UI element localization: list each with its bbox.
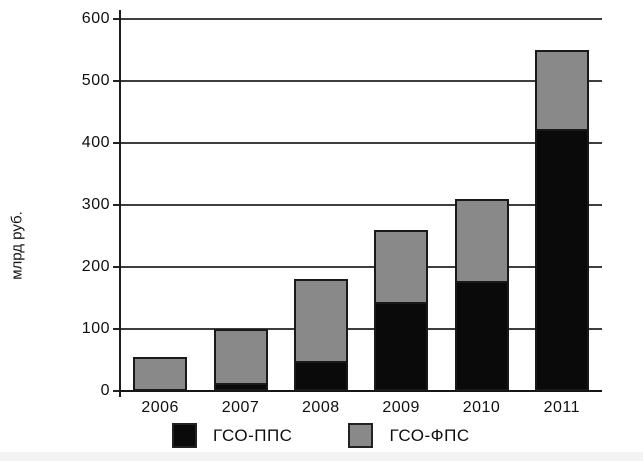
y-tick-label-300: 300 xyxy=(81,196,110,213)
bar-segment-2009-ГСО-ППС xyxy=(374,304,429,391)
gridline-600 xyxy=(120,18,602,20)
bar-segment-2009-ГСО-ФПС xyxy=(374,229,429,305)
y-tick-label-400: 400 xyxy=(81,134,110,151)
y-tick-mark-200 xyxy=(113,266,121,268)
bar-2006 xyxy=(133,356,188,391)
bar-segment-2011-ГСО-ФПС xyxy=(534,50,589,131)
legend-label-pps: ГСО-ППС xyxy=(213,425,293,445)
x-tick-label-2011: 2011 xyxy=(543,399,581,416)
y-tick-label-600: 600 xyxy=(81,10,110,27)
bar-segment-2011-ГСО-ППС xyxy=(534,130,589,391)
bar-2011 xyxy=(534,50,589,391)
x-tick-label-2009: 2009 xyxy=(382,399,420,416)
y-axis-title: млрд руб. xyxy=(8,211,26,280)
y-tick-mark-600 xyxy=(113,18,121,20)
y-tick-mark-500 xyxy=(113,80,121,82)
legend-item-fps: ГСО-ФПС xyxy=(348,423,469,448)
bar-segment-2007-ГСО-ФПС xyxy=(213,329,268,385)
x-axis-line xyxy=(119,390,602,392)
bar-2008 xyxy=(293,279,348,391)
bar-segment-2008-ГСО-ФПС xyxy=(293,279,348,364)
bar-2007 xyxy=(213,329,268,391)
legend-label-fps: ГСО-ФПС xyxy=(389,425,470,445)
legend: ГСО-ППС ГСО-ФПС xyxy=(172,423,470,448)
y-tick-label-500: 500 xyxy=(81,72,110,89)
bar-2009 xyxy=(374,229,429,391)
y-tick-label-0: 0 xyxy=(100,382,110,399)
window-bottom-edge xyxy=(0,452,643,461)
y-tick-mark-0 xyxy=(113,390,121,392)
y-tick-label-200: 200 xyxy=(81,258,110,275)
bar-segment-2008-ГСО-ППС xyxy=(293,363,348,391)
y-tick-label-100: 100 xyxy=(81,320,110,337)
x-tick-label-2007: 2007 xyxy=(221,399,260,416)
legend-swatch-gray xyxy=(348,423,374,448)
legend-item-pps: ГСО-ППС xyxy=(172,423,292,448)
gridline-500 xyxy=(120,80,602,82)
gridline-100 xyxy=(120,328,602,330)
legend-swatch-black xyxy=(172,423,197,448)
bar-segment-2010-ГСО-ФПС xyxy=(454,198,509,283)
bar-2010 xyxy=(454,198,509,391)
gridline-200 xyxy=(120,266,602,268)
bar-segment-2006-ГСО-ФПС xyxy=(133,356,188,391)
y-tick-mark-400 xyxy=(113,142,121,144)
gridline-300 xyxy=(120,204,602,206)
x-tick-label-2010: 2010 xyxy=(462,399,501,416)
y-tick-mark-100 xyxy=(113,328,121,330)
y-axis-line xyxy=(119,10,121,397)
gridline-400 xyxy=(120,142,602,144)
bar-segment-2007-ГСО-ППС xyxy=(213,384,268,391)
x-tick-label-2006: 2006 xyxy=(141,399,179,416)
y-tick-mark-300 xyxy=(113,204,121,206)
x-tick-label-2008: 2008 xyxy=(302,399,340,416)
bar-segment-2010-ГСО-ППС xyxy=(454,282,509,391)
